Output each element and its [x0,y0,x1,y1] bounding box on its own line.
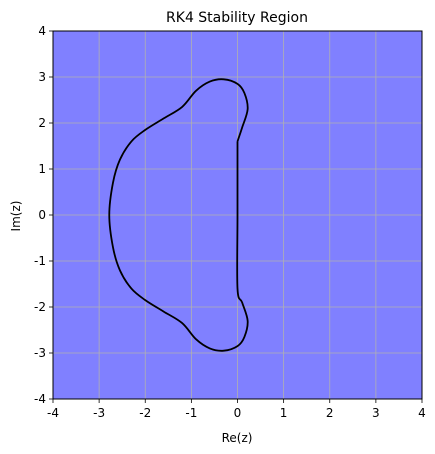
y-tick-label: 4 [38,24,46,38]
x-tick-label: 4 [418,406,426,420]
x-tick-label: -1 [185,406,197,420]
stability-boundary-line [108,78,249,352]
x-tick-label: 3 [372,406,380,420]
plot-frame [52,30,423,400]
x-tick-label: 1 [280,406,288,420]
y-tick-label: 0 [38,208,46,222]
x-tick-label: -2 [139,406,151,420]
y-tick-label: -4 [34,392,46,406]
y-tick-label: 2 [38,116,46,130]
x-tick-label: 0 [234,406,242,420]
x-tick-label: -3 [93,406,105,420]
y-tick-label: -3 [34,346,46,360]
x-axis-label: Re(z) [222,431,253,445]
chart-title: RK4 Stability Region [166,10,308,26]
y-tick-label: -1 [34,254,46,268]
y-tick-label: 1 [38,162,46,176]
y-tick-label: -2 [34,300,46,314]
y-tick-label: 3 [38,70,46,84]
x-tick-label: 2 [326,406,334,420]
y-axis-label: Im(z) [9,201,23,232]
x-tick-label: -4 [47,406,59,420]
